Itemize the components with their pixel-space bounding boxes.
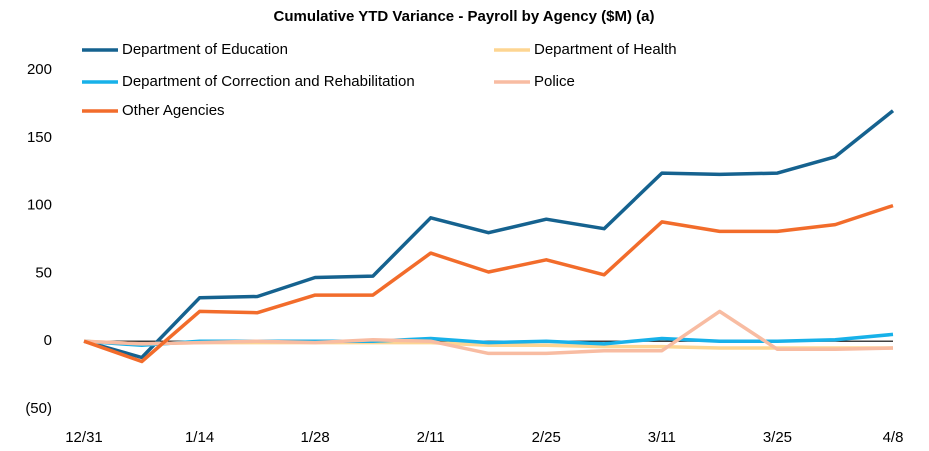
- series-line: [83, 309, 894, 356]
- x-tick-label: 2/25: [532, 429, 561, 446]
- legend-label: Department of Correction and Rehabilitat…: [122, 73, 415, 90]
- legend-label: Department of Health: [534, 41, 677, 58]
- series-line: [83, 109, 895, 360]
- series-line: [83, 203, 894, 364]
- x-tick-label: 2/11: [417, 429, 445, 446]
- x-tick-label: 12/31: [65, 429, 103, 446]
- x-tick-label: 3/11: [648, 429, 676, 446]
- y-tick-label: (50): [25, 400, 52, 417]
- legend-label: Police: [534, 73, 575, 90]
- y-tick-label: 50: [35, 264, 52, 281]
- chart-title: Cumulative YTD Variance - Payroll by Age…: [274, 8, 655, 25]
- x-tick-label: 1/28: [301, 429, 330, 446]
- legend-label: Other Agencies: [122, 102, 225, 119]
- y-tick-label: 150: [27, 129, 52, 146]
- x-tick-label: 3/25: [763, 429, 792, 446]
- y-tick-label: 0: [44, 332, 52, 349]
- x-tick-label: 1/14: [185, 429, 214, 446]
- y-tick-label: 200: [27, 61, 52, 78]
- y-tick-label: 100: [27, 197, 52, 214]
- x-tick-label: 4/8: [883, 429, 904, 446]
- legend-label: Department of Education: [122, 41, 288, 58]
